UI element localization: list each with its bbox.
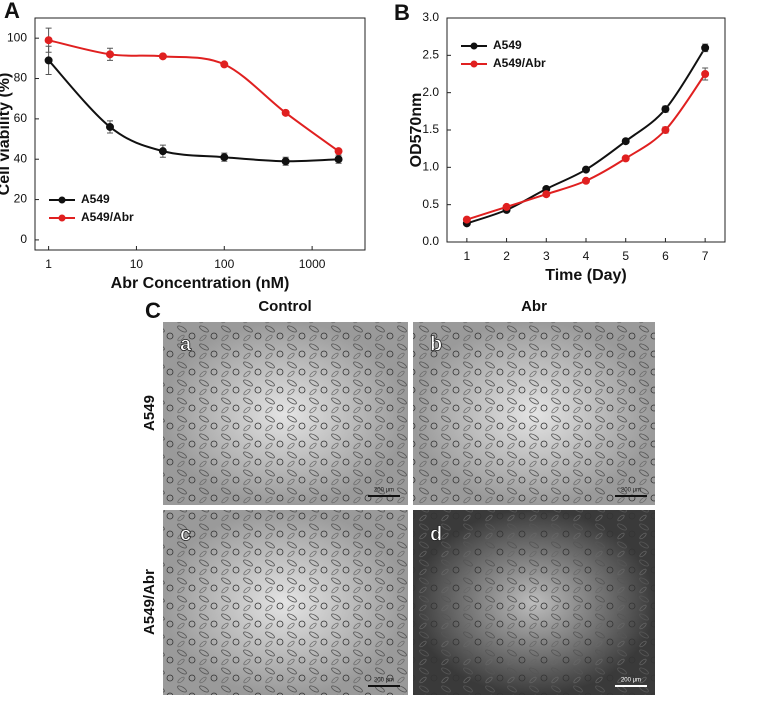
y-tick-label: 1.0 xyxy=(422,160,439,174)
column-label: Abr xyxy=(521,298,547,315)
legend-label: A549/Abr xyxy=(81,210,134,224)
legend-label: A549 xyxy=(81,192,110,206)
micrograph-b: b 200 μm xyxy=(413,322,655,505)
marker xyxy=(106,50,115,59)
plot-frame xyxy=(34,17,366,251)
legend-label: A549 xyxy=(493,38,522,52)
row-label: A549 xyxy=(141,395,158,431)
scale-bar: 200 μm xyxy=(621,678,641,684)
series-line xyxy=(466,47,706,225)
legend-marker xyxy=(58,214,66,222)
marker xyxy=(220,153,229,162)
panel-letter: C xyxy=(145,298,161,323)
y-tick-label: 2.5 xyxy=(422,48,439,62)
y-axis-label: Cell viability (%) xyxy=(0,73,13,196)
x-tick-label: 100 xyxy=(214,257,234,271)
marker xyxy=(701,43,710,52)
y-axis-label: OD570nm xyxy=(408,93,425,168)
marker xyxy=(661,105,670,114)
x-tick-label: 1000 xyxy=(299,257,326,271)
y-tick-label: 80 xyxy=(14,71,28,85)
y-tick-label: 2.0 xyxy=(422,85,439,99)
marker xyxy=(158,52,167,61)
y-tick-label: 40 xyxy=(14,151,28,165)
x-tick-label: 3 xyxy=(543,249,550,263)
marker xyxy=(621,154,630,163)
panel-letter: A xyxy=(4,0,20,23)
marker xyxy=(582,165,590,174)
marker xyxy=(334,147,343,156)
marker xyxy=(281,108,290,117)
plot-frame xyxy=(446,17,726,243)
x-tick-label: 1 xyxy=(464,249,471,263)
panel-letter: B xyxy=(394,0,410,25)
series-line xyxy=(48,39,340,152)
marker xyxy=(701,70,710,78)
x-tick-label: 7 xyxy=(702,249,709,263)
marker xyxy=(462,215,471,224)
x-axis-label: Time (Day) xyxy=(545,267,627,284)
image-label: d xyxy=(430,523,442,545)
y-tick-label: 0.0 xyxy=(422,234,439,248)
legend-marker xyxy=(470,42,478,50)
marker xyxy=(542,190,551,199)
micrograph-d: d 200 μm xyxy=(413,510,655,695)
marker xyxy=(220,60,229,69)
legend-marker xyxy=(470,60,478,68)
marker xyxy=(281,157,290,166)
x-axis-label: Abr Concentration (nM) xyxy=(111,275,290,292)
legend-label: A549/Abr xyxy=(493,56,546,70)
marker xyxy=(158,147,167,156)
y-tick-label: 60 xyxy=(14,111,28,125)
y-tick-label: 0.5 xyxy=(422,197,439,211)
marker xyxy=(582,176,590,185)
row-label: A549/Abr xyxy=(141,569,158,635)
image-label: a xyxy=(180,333,192,355)
marker xyxy=(334,155,343,164)
scale-bar: 200 μm xyxy=(374,488,394,494)
y-tick-label: 3.0 xyxy=(422,10,439,24)
marker xyxy=(44,36,53,45)
y-tick-label: 0 xyxy=(20,232,27,246)
series-line xyxy=(47,59,339,163)
marker xyxy=(661,126,670,134)
scale-bar: 200 μm xyxy=(374,678,394,684)
x-tick-label: 6 xyxy=(662,249,669,263)
marker xyxy=(621,137,630,146)
x-tick-label: 5 xyxy=(622,249,629,263)
x-tick-label: 10 xyxy=(130,257,144,271)
x-tick-label: 4 xyxy=(583,249,590,263)
x-tick-label: 2 xyxy=(503,249,510,263)
image-label: c xyxy=(180,523,191,545)
y-tick-label: 1.5 xyxy=(422,122,439,136)
micrograph-c: c 200 μm xyxy=(163,510,408,695)
series-line xyxy=(466,73,706,221)
legend-marker xyxy=(58,196,66,204)
marker xyxy=(502,202,511,211)
column-label: Control xyxy=(258,298,311,315)
x-tick-label: 1 xyxy=(45,257,52,271)
micrograph-a: a 200 μm xyxy=(163,322,408,505)
y-tick-label: 100 xyxy=(7,30,27,44)
image-label: b xyxy=(430,333,442,355)
marker xyxy=(106,122,115,131)
y-tick-label: 20 xyxy=(14,192,28,206)
marker xyxy=(44,56,53,65)
scale-bar: 200 μm xyxy=(621,488,641,494)
